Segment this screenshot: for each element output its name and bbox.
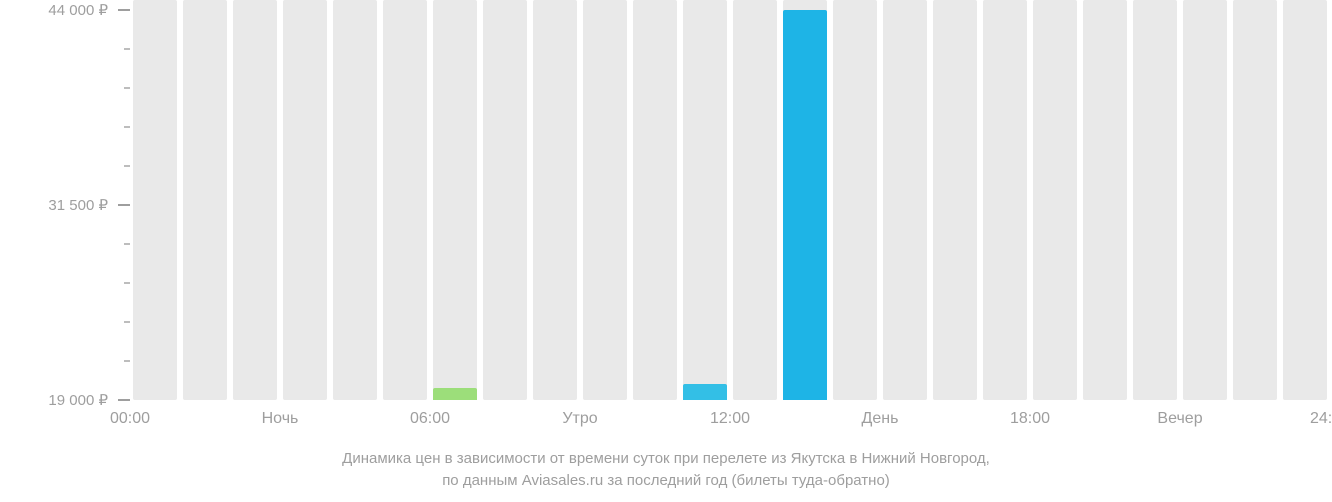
price-bar[interactable]	[433, 388, 477, 400]
hour-slot-bg	[1083, 0, 1127, 400]
x-tick-label: День	[862, 410, 899, 428]
y-tick-label: 31 500 ₽	[48, 196, 108, 214]
hour-slot-bg	[283, 0, 327, 400]
hour-slot-bg	[583, 0, 627, 400]
hour-slot-bg	[933, 0, 977, 400]
hour-slot	[483, 0, 527, 400]
tick-dash-icon	[118, 9, 130, 11]
hour-slot-bg	[733, 0, 777, 400]
y-tick-major: 31 500 ₽	[48, 198, 130, 212]
x-tick-label: Вечер	[1157, 410, 1202, 428]
price-bar[interactable]	[683, 384, 727, 400]
hour-slot	[1033, 0, 1077, 400]
hour-slot-bg	[533, 0, 577, 400]
hour-slot	[183, 0, 227, 400]
hour-slot-bg	[133, 0, 177, 400]
hour-slot-bg	[1033, 0, 1077, 400]
y-tick-label: 44 000 ₽	[48, 1, 108, 19]
hour-slot	[433, 0, 477, 400]
chart-caption: Динамика цен в зависимости от времени су…	[0, 448, 1332, 492]
hour-slot-bg	[1283, 0, 1327, 400]
x-axis: 00:00Ночь06:00Утро12:00День18:00Вечер24:…	[130, 400, 1330, 440]
hour-slot-bg	[483, 0, 527, 400]
hour-slot	[1283, 0, 1327, 400]
hour-slot-bg	[383, 0, 427, 400]
hour-slot	[883, 0, 927, 400]
x-tick-label: Утро	[562, 410, 597, 428]
hour-slot-bg	[983, 0, 1027, 400]
hour-slot	[683, 0, 727, 400]
tick-dash-icon	[118, 399, 130, 401]
x-tick-label: 12:00	[710, 410, 750, 428]
hour-slot-bg	[1183, 0, 1227, 400]
hour-slot	[333, 0, 377, 400]
hour-slot-bg	[633, 0, 677, 400]
hour-slot	[133, 0, 177, 400]
hour-slot-bg	[883, 0, 927, 400]
x-tick-label: 06:00	[410, 410, 450, 428]
y-axis: 44 000 ₽31 500 ₽19 000 ₽	[0, 0, 130, 400]
hour-slot	[533, 0, 577, 400]
x-tick-label: 00:00	[110, 410, 150, 428]
hour-slot-bg	[1233, 0, 1277, 400]
hour-slot-bg	[233, 0, 277, 400]
x-tick-label: 24:00	[1310, 410, 1332, 428]
hour-slot	[833, 0, 877, 400]
hour-slot	[983, 0, 1027, 400]
x-tick-label: 18:00	[1010, 410, 1050, 428]
hour-slot	[783, 0, 827, 400]
hour-slot	[733, 0, 777, 400]
hour-slot	[1083, 0, 1127, 400]
hour-slot	[383, 0, 427, 400]
x-tick-label: Ночь	[262, 410, 299, 428]
hour-slot-bg	[433, 0, 477, 400]
hour-slot	[1233, 0, 1277, 400]
y-tick-major: 44 000 ₽	[48, 3, 130, 17]
hour-slot-bg	[833, 0, 877, 400]
caption-line-2: по данным Aviasales.ru за последний год …	[442, 472, 890, 489]
hour-slot	[633, 0, 677, 400]
tick-dash-icon	[118, 204, 130, 206]
price-by-hour-chart: 44 000 ₽ 31 500 ₽ 19 000 ₽ 00:00 Ночь 06:00 У…	[0, 0, 1332, 502]
hour-slot	[583, 0, 627, 400]
hour-slot	[933, 0, 977, 400]
hour-slot-bg	[333, 0, 377, 400]
hour-slot	[1183, 0, 1227, 400]
price-bar[interactable]	[783, 10, 827, 400]
hour-slot-bg	[683, 0, 727, 400]
hour-slot-bg	[183, 0, 227, 400]
plot-area	[130, 0, 1330, 400]
caption-line-1: Динамика цен в зависимости от времени су…	[342, 450, 990, 467]
hour-slot	[1133, 0, 1177, 400]
hour-slot	[283, 0, 327, 400]
hour-slot	[233, 0, 277, 400]
y-tick-label: 19 000 ₽	[48, 391, 108, 409]
y-tick-major: 19 000 ₽	[48, 393, 130, 407]
hour-slot-bg	[1133, 0, 1177, 400]
